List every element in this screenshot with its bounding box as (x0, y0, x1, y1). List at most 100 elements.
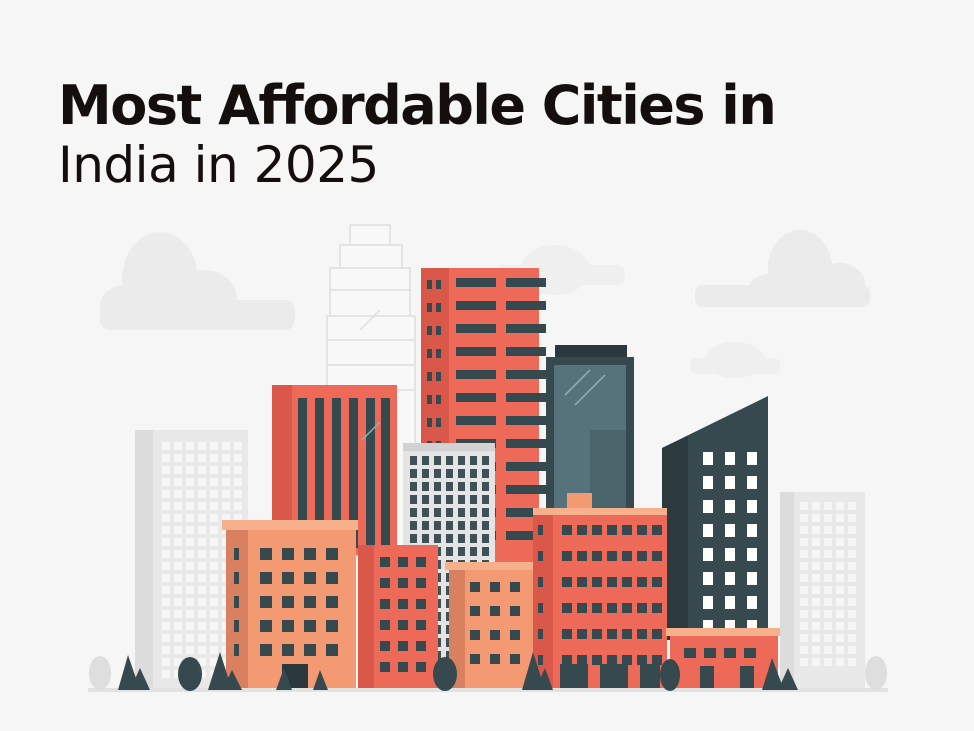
window (703, 500, 713, 513)
window (210, 478, 218, 486)
window (436, 418, 441, 427)
window (506, 278, 546, 287)
window (506, 416, 546, 425)
window (186, 454, 194, 462)
window (562, 603, 572, 613)
window (222, 466, 230, 474)
window (446, 469, 453, 478)
window (436, 303, 441, 312)
window (470, 630, 480, 640)
window (282, 644, 294, 656)
window (174, 514, 182, 522)
window (174, 550, 182, 558)
window (458, 456, 465, 465)
window (174, 538, 182, 546)
window (848, 634, 856, 642)
window (725, 548, 735, 561)
window (458, 482, 465, 491)
window (836, 622, 844, 630)
window (198, 610, 206, 618)
window (848, 610, 856, 618)
window (824, 502, 832, 510)
tree-icon (118, 652, 798, 691)
window (446, 508, 453, 517)
window (162, 634, 170, 642)
window (800, 526, 808, 534)
window (538, 551, 543, 561)
window (174, 502, 182, 510)
window (326, 644, 338, 656)
window (470, 606, 480, 616)
window (198, 550, 206, 558)
window (304, 596, 316, 608)
window (234, 502, 242, 510)
window (824, 598, 832, 606)
window (186, 442, 194, 450)
window (470, 508, 477, 517)
window (637, 603, 647, 613)
window (210, 658, 218, 666)
window (210, 526, 218, 534)
window (703, 620, 713, 633)
window (637, 655, 647, 665)
window (824, 574, 832, 582)
window (186, 562, 194, 570)
window (162, 646, 170, 654)
window (592, 655, 602, 665)
window (210, 442, 218, 450)
window (260, 620, 272, 632)
window (234, 442, 242, 450)
window (410, 456, 417, 465)
window (222, 502, 230, 510)
window (506, 462, 546, 471)
window (470, 534, 477, 543)
window (304, 572, 316, 584)
window (398, 662, 408, 672)
window (607, 655, 617, 665)
window (222, 514, 230, 522)
window (637, 577, 647, 587)
window (210, 646, 218, 654)
window (456, 301, 496, 310)
window (434, 482, 441, 491)
window (652, 629, 662, 639)
window (162, 574, 170, 582)
window (800, 658, 808, 666)
window (470, 521, 477, 530)
window (622, 629, 632, 639)
window (234, 644, 239, 656)
window (577, 629, 587, 639)
window (422, 521, 429, 530)
window (456, 370, 496, 379)
window (848, 646, 856, 654)
window (577, 525, 587, 535)
window (510, 582, 520, 592)
window (848, 562, 856, 570)
window (836, 574, 844, 582)
ground-line (88, 688, 888, 692)
window (824, 646, 832, 654)
window (652, 577, 662, 587)
window (725, 572, 735, 585)
window (174, 562, 182, 570)
window (446, 482, 453, 491)
window (607, 603, 617, 613)
window (234, 514, 242, 522)
window (410, 482, 417, 491)
window (800, 502, 808, 510)
window (198, 514, 206, 522)
window (848, 586, 856, 594)
window (198, 622, 206, 630)
window (398, 557, 408, 567)
window (162, 454, 170, 462)
window (848, 502, 856, 510)
window (482, 547, 489, 556)
window (800, 646, 808, 654)
window (607, 629, 617, 639)
window (482, 469, 489, 478)
window (577, 603, 587, 613)
window (482, 521, 489, 530)
window (458, 521, 465, 530)
window (210, 562, 218, 570)
